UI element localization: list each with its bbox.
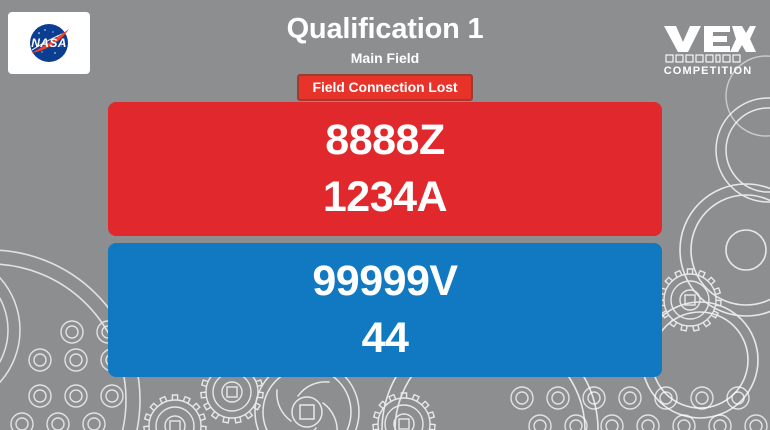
nasa-logo: NASA [8, 12, 90, 74]
red-alliance-panel: 8888Z 1234A [108, 102, 662, 236]
match-header: Qualification 1 Main Field Field Connect… [0, 12, 770, 101]
match-title: Qualification 1 [286, 13, 484, 45]
vex-competition-tagline: COMPETITION [663, 65, 753, 77]
blue-team-2: 44 [361, 314, 409, 362]
vex-robotics-competition-logo: COMPETITION [660, 22, 756, 77]
blue-alliance-panel: 99999V 44 [108, 243, 662, 377]
red-team-2: 1234A [322, 173, 448, 221]
blue-team-1: 99999V [312, 257, 458, 305]
red-team-1: 8888Z [325, 116, 445, 164]
field-name-label: Main Field [350, 50, 420, 66]
field-connection-status-banner: Field Connection Lost [296, 74, 474, 101]
vex-wordmark-icon [664, 26, 756, 63]
svg-text:NASA: NASA [31, 36, 67, 50]
nasa-meatball-icon: NASA [30, 24, 69, 62]
